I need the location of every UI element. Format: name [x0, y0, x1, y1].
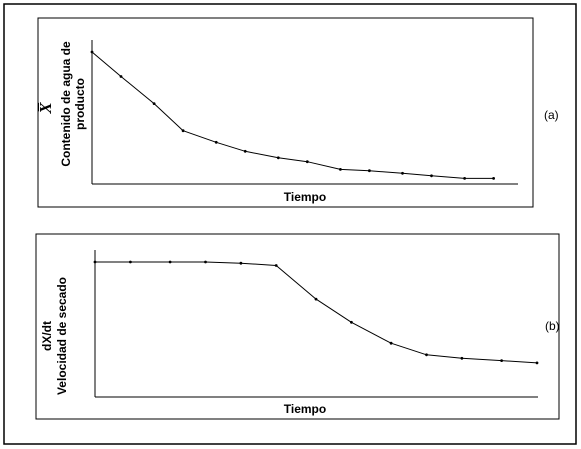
panel-b-y-axis-label-line1: dX/dt — [40, 321, 54, 351]
panel-b-series-line — [95, 261, 538, 364]
panel-b-data-point-0 — [93, 260, 97, 264]
panel-a-data-point-8 — [339, 168, 342, 171]
panel-b-data-point-6 — [314, 297, 318, 301]
panel-a-data-point-12 — [463, 177, 466, 180]
panel-b-label: (b) — [545, 319, 560, 333]
panel-a-data-point-5 — [243, 149, 247, 153]
panel-a-data-point-3 — [181, 129, 185, 133]
panel-b-data-point-8 — [389, 341, 393, 345]
panel-a-data-point-0 — [90, 50, 94, 54]
panel-a-frame — [37, 17, 534, 208]
panel-a-series-line — [91, 51, 494, 179]
panel-a-x-axis-label: Tiempo — [284, 190, 326, 204]
panel-b-data-point-7 — [350, 320, 353, 324]
panel-a-y-axis-label-line1: Contenido de agua de — [59, 41, 73, 167]
panel-b-data-point-3 — [204, 260, 207, 264]
panel-a-data-point-10 — [401, 171, 404, 175]
panel-b-data-point-12 — [535, 361, 539, 365]
panel-a-label: (a) — [544, 108, 559, 122]
panel-b-data-point-2 — [168, 260, 172, 264]
panel-b-frame — [35, 233, 560, 420]
panel-a-data-point-4 — [214, 140, 218, 144]
panel-b-data-point-5 — [274, 264, 278, 267]
panel-b-y-axis-label-line2: Velocidad de secado — [55, 277, 69, 395]
panel-a-data-point-2 — [152, 102, 156, 105]
panel-b-data-point-10 — [460, 356, 464, 360]
panel-b-data-point-9 — [425, 353, 428, 357]
panel-b-data-point-1 — [129, 260, 132, 264]
panel-a-y-axis-label-line2: producto — [73, 78, 87, 130]
panel-b-x-axis-label: Tiempo — [284, 402, 326, 416]
panel-a-y-symbol: X̅ — [36, 102, 55, 115]
panel-a-data-point-13 — [492, 177, 495, 180]
panel-a-data-point-1 — [119, 75, 123, 78]
outer-frame — [3, 3, 577, 445]
panel-a-data-point-6 — [276, 156, 280, 160]
panel-b-data-point-4 — [239, 261, 243, 265]
panel-a-data-point-11 — [430, 174, 433, 178]
panel-a-data-point-9 — [368, 169, 371, 173]
panel-a: Tiempo X̅ Contenido de agua de producto … — [36, 17, 559, 208]
panel-a-data-point-7 — [305, 160, 309, 164]
panel-b: Tiempo dX/dt Velocidad de secado (b) — [35, 233, 560, 420]
panel-b-data-point-11 — [500, 359, 503, 362]
